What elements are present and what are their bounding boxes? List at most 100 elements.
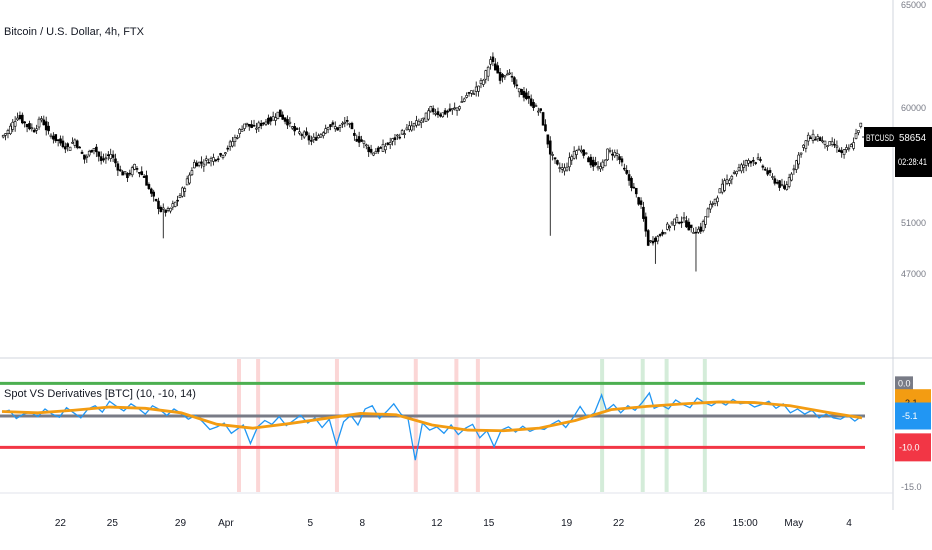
candle-body — [494, 63, 497, 71]
candle-body — [615, 153, 619, 156]
candle-body — [680, 221, 683, 224]
candle-body — [575, 150, 578, 155]
candle-body — [329, 124, 332, 127]
time-tick-2: 29 — [175, 518, 187, 529]
candle-body — [236, 137, 239, 139]
candle-body — [474, 86, 478, 92]
candle-body — [295, 128, 299, 130]
candle-body — [250, 124, 253, 128]
time-tick-13: 4 — [846, 518, 852, 529]
candle-body — [584, 152, 588, 155]
candle-body — [477, 85, 480, 92]
candle-body — [835, 145, 839, 148]
candle-body — [73, 139, 77, 146]
candle-body — [467, 92, 471, 94]
candle-body — [537, 110, 540, 113]
candle-body — [116, 163, 120, 171]
indicator-title[interactable]: Spot VS Derivatives [BTC] (10, -10, 14) — [4, 388, 196, 400]
candle-body — [783, 185, 786, 189]
candle-body — [92, 148, 96, 152]
time-tick-12: May — [784, 518, 803, 529]
candle-body — [212, 157, 215, 162]
candle-body — [448, 108, 452, 112]
candle-body — [534, 105, 538, 107]
candle-body — [816, 136, 820, 140]
candle-body — [226, 147, 230, 150]
lower-level-value: -10.0 — [899, 442, 920, 452]
candle-body — [118, 169, 122, 172]
time-axis-ticks: 22 25 29 Apr 5 8 12 15 19 22 26 15:00 May 4 — [55, 518, 852, 529]
candle-body — [697, 228, 700, 233]
candle-body — [706, 208, 710, 218]
candle-body — [369, 148, 373, 153]
candle-body — [673, 218, 676, 226]
candle-body — [606, 148, 609, 161]
candle-body — [259, 123, 263, 127]
candlestick-series — [1, 52, 863, 272]
candle-body — [601, 161, 605, 168]
candle-body — [685, 220, 688, 228]
candle-body — [37, 118, 41, 128]
candle-body — [331, 122, 335, 125]
candle-body — [128, 172, 132, 175]
candle-body — [572, 151, 576, 159]
candle-body — [718, 188, 722, 194]
candle-body — [188, 174, 191, 184]
candle-body — [742, 164, 746, 168]
candle-body — [663, 232, 667, 235]
candle-body — [345, 120, 349, 122]
candle-body — [200, 161, 203, 164]
candle-body — [505, 73, 509, 76]
candle-body — [302, 131, 306, 138]
candle-body — [618, 156, 621, 160]
candle-body — [350, 122, 354, 130]
candle-body — [563, 167, 566, 172]
candle-body — [451, 108, 454, 111]
candle-body — [749, 161, 753, 164]
candle-body — [353, 132, 356, 136]
candle-body — [752, 159, 755, 162]
candle-body — [603, 159, 607, 167]
time-tick-0: 22 — [55, 518, 67, 529]
symbol-title[interactable]: Bitcoin / U.S. Dollar, 4h, FTX — [4, 26, 144, 38]
candle-body — [99, 156, 103, 161]
candle-body — [795, 160, 798, 170]
candle-body — [271, 116, 275, 121]
candle-body — [80, 151, 84, 154]
candle-body — [443, 110, 447, 115]
candle-body — [768, 170, 772, 173]
candle-body — [240, 129, 244, 132]
candle-body — [68, 146, 72, 151]
candle-body — [594, 162, 597, 166]
time-tick-8: 19 — [561, 518, 573, 529]
candle-body — [379, 147, 382, 149]
candle-body — [324, 128, 328, 134]
candle-body — [54, 134, 58, 142]
candle-body — [766, 170, 769, 175]
candle-body — [845, 147, 848, 151]
candle-body — [9, 125, 12, 135]
candle-body — [503, 75, 507, 78]
candle-body — [138, 172, 141, 174]
candle-body — [147, 184, 151, 189]
candle-body — [525, 92, 528, 100]
time-tick-9: 22 — [613, 518, 625, 529]
candle-body — [740, 164, 743, 172]
time-tick-10: 26 — [694, 518, 706, 529]
candle-body — [398, 136, 402, 139]
candle-body — [517, 88, 521, 93]
time-tick-7: 15 — [483, 518, 495, 529]
oscillator-value: -5.1 — [902, 411, 918, 421]
candle-body — [23, 121, 27, 124]
candle-body — [570, 156, 574, 161]
last-price-badge[interactable]: BTCUSD 58654 02:28:41 — [864, 127, 932, 177]
candle-body — [28, 123, 31, 130]
candle-body — [219, 153, 222, 156]
candle-body — [639, 200, 643, 205]
last-price-symbol: BTCUSD — [866, 133, 894, 143]
partial-axis-value: -15.0 — [901, 482, 922, 492]
candle-body — [498, 72, 502, 81]
candle-body — [630, 177, 633, 188]
candle-body — [744, 160, 748, 166]
candle-body — [386, 142, 390, 145]
